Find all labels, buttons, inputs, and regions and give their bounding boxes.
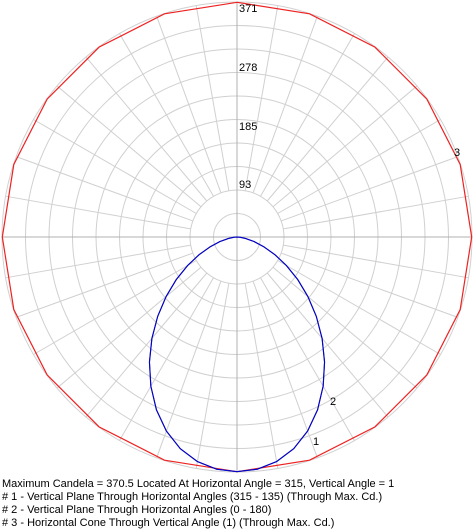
series-1-label: 1 xyxy=(313,436,319,448)
series-1-curve xyxy=(148,236,326,473)
grid-spoke xyxy=(15,156,194,222)
series-3-label: 3 xyxy=(454,147,460,159)
radial-tick-label: 278 xyxy=(239,62,257,74)
radial-tick-labels: 93 185 278 371 xyxy=(239,3,257,191)
grid-spoke xyxy=(56,85,202,208)
grid-spoke xyxy=(277,119,441,214)
distribution-curves xyxy=(1,1,473,473)
grid-spoke xyxy=(277,260,441,355)
grid-spoke xyxy=(272,85,418,208)
grid-spoke xyxy=(260,33,355,197)
radial-tick-label: 371 xyxy=(239,3,257,15)
radial-tick-label: 185 xyxy=(239,121,257,133)
grid-spoke xyxy=(15,252,194,318)
grid-spoke xyxy=(33,119,197,214)
grid-spoke xyxy=(272,266,418,389)
grid-spoke xyxy=(266,272,389,418)
grid-spoke xyxy=(280,252,459,318)
legend: Maximum Candela = 370.5 Located At Horiz… xyxy=(2,478,472,530)
grid-spoke xyxy=(156,280,222,459)
legend-entry-3: # 3 - Horizontal Cone Through Vertical A… xyxy=(2,517,335,529)
grid-spoke xyxy=(195,283,230,469)
grid-spoke xyxy=(244,283,279,469)
grid-spoke xyxy=(266,56,389,202)
grid-spoke xyxy=(252,280,318,459)
grid-spoke xyxy=(85,56,208,202)
polar-candela-chart: 93 185 278 371 3 2 1 xyxy=(1,1,473,473)
max-candela-text: Maximum Candela = 370.5 Located At Horiz… xyxy=(2,478,395,490)
radial-tick-label: 93 xyxy=(239,179,251,191)
grid-spoke xyxy=(280,156,459,222)
grid-spoke xyxy=(283,195,469,230)
series-2-label: 2 xyxy=(330,396,336,408)
grid-spoke xyxy=(33,260,197,355)
legend-entry-1: # 1 - Vertical Plane Through Horizontal … xyxy=(2,491,383,503)
legend-entry-2: # 2 - Vertical Plane Through Horizontal … xyxy=(2,504,272,516)
grid-spoke xyxy=(156,15,222,194)
grid-spoke xyxy=(119,277,214,441)
grid-spoke xyxy=(5,195,191,230)
grid-spoke xyxy=(5,244,191,279)
grid-spoke xyxy=(119,33,214,197)
grid-spoke xyxy=(252,15,318,194)
grid-spoke xyxy=(85,272,208,418)
series-labels: 3 2 1 xyxy=(313,147,460,448)
grid-spoke xyxy=(56,266,202,389)
grid-spoke xyxy=(195,5,230,191)
grid-spoke xyxy=(260,277,355,441)
grid-spoke xyxy=(283,244,469,279)
grid-spoke xyxy=(244,5,279,191)
